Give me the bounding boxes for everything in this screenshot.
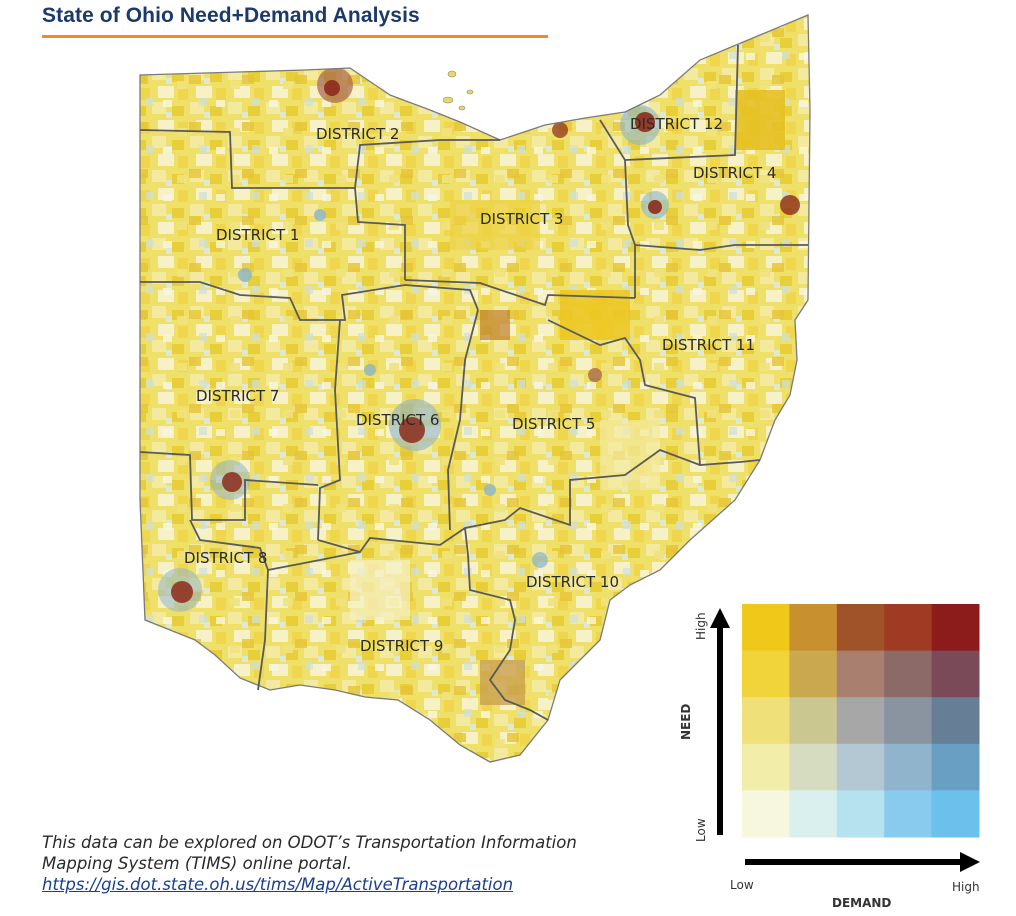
- legend-cell-r2-c2: [789, 650, 838, 698]
- legend-cell-r5-c4: [884, 790, 933, 838]
- legend-cell-r3-c2: [789, 697, 838, 745]
- title-underline: [42, 35, 548, 38]
- demand-high-label: High: [952, 880, 980, 894]
- demand-low-label: Low: [730, 878, 754, 892]
- tims-portal-link[interactable]: https://gis.dot.state.oh.us/tims/Map/Act…: [42, 875, 514, 894]
- district-3-label: DISTRICT 3: [480, 210, 563, 228]
- demand-arrowhead: [960, 852, 980, 872]
- legend-cell-r3-c1: [742, 697, 790, 745]
- legend-color-grid: [742, 604, 980, 838]
- need-high-label: High: [694, 612, 708, 640]
- legend-cell-r5-c2: [789, 790, 838, 838]
- need-axis-label: NEED: [679, 704, 693, 740]
- need-arrowhead: [710, 608, 730, 628]
- caption: This data can be explored on ODOT’s Tran…: [42, 832, 642, 895]
- legend-cell-r1-c1: [742, 604, 790, 652]
- legend-cell-r2-c1: [742, 650, 790, 698]
- need-low-label: Low: [694, 818, 708, 842]
- legend-cell-r4-c3: [836, 743, 885, 791]
- demand-axis-label: DEMAND: [832, 896, 891, 910]
- district-8-label: DISTRICT 8: [184, 549, 267, 567]
- legend-cell-r2-c5: [931, 650, 980, 698]
- district-12-label: DISTRICT 12: [630, 115, 723, 133]
- caption-line-1: This data can be explored on ODOT’s Tran…: [42, 833, 577, 852]
- district-11-label: DISTRICT 11: [662, 336, 755, 354]
- legend-cell-r2-c4: [884, 650, 933, 698]
- legend-cell-r2-c3: [836, 650, 885, 698]
- legend-cell-r4-c2: [789, 743, 838, 791]
- legend-cell-r1-c3: [836, 604, 885, 652]
- district-labels: DISTRICT 1 DISTRICT 2 DISTRICT 3 DISTRIC…: [184, 115, 776, 655]
- district-6-label: DISTRICT 6: [356, 411, 439, 429]
- caption-line-2: Mapping System (TIMS) online portal.: [42, 854, 352, 873]
- district-9-label: DISTRICT 9: [360, 637, 443, 655]
- legend-cell-r5-c5: [931, 790, 980, 838]
- district-7-label: DISTRICT 7: [196, 387, 279, 405]
- district-1-label: DISTRICT 1: [216, 226, 299, 244]
- district-2-label: DISTRICT 2: [316, 125, 399, 143]
- legend-cell-r4-c5: [931, 743, 980, 791]
- page-title: State of Ohio Need+Demand Analysis: [42, 4, 420, 27]
- legend-cell-r5-c3: [836, 790, 885, 838]
- legend-cell-r1-c4: [884, 604, 933, 652]
- district-boundaries: [139, 44, 808, 721]
- legend-cell-r4-c1: [742, 743, 790, 791]
- legend-cell-r4-c4: [884, 743, 933, 791]
- district-5-label: DISTRICT 5: [512, 415, 595, 433]
- legend-cell-r3-c4: [884, 697, 933, 745]
- district-4-label: DISTRICT 4: [693, 164, 776, 182]
- legend-cell-r1-c2: [789, 604, 838, 652]
- legend-cell-r3-c5: [931, 697, 980, 745]
- lake-erie-islands: [442, 70, 474, 111]
- district-10-label: DISTRICT 10: [526, 573, 619, 591]
- legend-cell-r3-c3: [836, 697, 885, 745]
- legend-cell-r5-c1: [742, 790, 790, 838]
- legend-cell-r1-c5: [931, 604, 980, 652]
